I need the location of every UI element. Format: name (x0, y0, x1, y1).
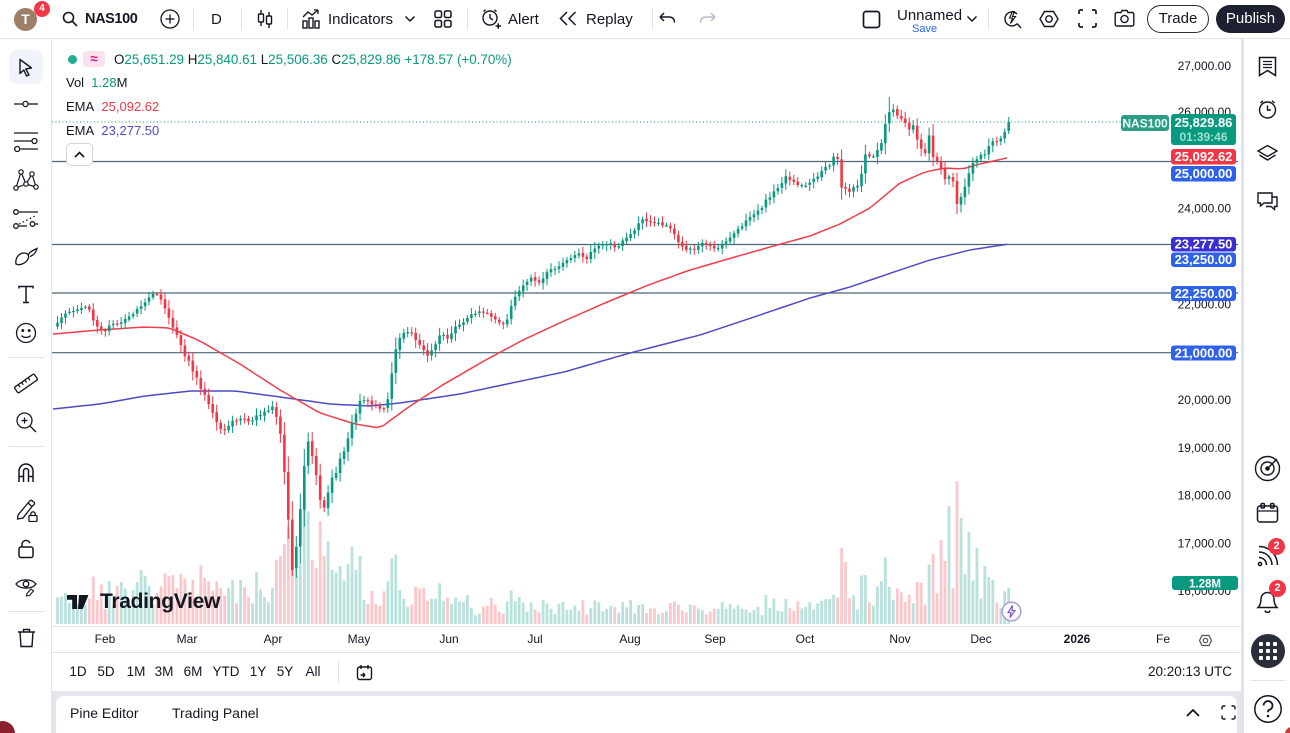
svg-text:22,000.00: 22,000.00 (1178, 298, 1232, 312)
svg-text:27,000.00: 27,000.00 (1178, 59, 1232, 73)
svg-text:18,000.00: 18,000.00 (1178, 489, 1232, 503)
svg-text:1.28M: 1.28M (1189, 578, 1221, 590)
svg-text:24,000.00: 24,000.00 (1178, 202, 1232, 216)
svg-text:21,000.00: 21,000.00 (1175, 345, 1233, 360)
svg-text:25,829.86: 25,829.86 (1175, 115, 1233, 130)
svg-text:22,250.00: 22,250.00 (1175, 286, 1233, 301)
svg-text:19,000.00: 19,000.00 (1178, 441, 1232, 455)
svg-text:23,277.50: 23,277.50 (1175, 237, 1233, 252)
svg-text:23,250.00: 23,250.00 (1175, 252, 1233, 267)
svg-text:17,000.00: 17,000.00 (1178, 536, 1232, 550)
svg-text:20,000.00: 20,000.00 (1178, 393, 1232, 407)
svg-text:NAS100: NAS100 (1122, 116, 1168, 130)
svg-text:01:39:46: 01:39:46 (1179, 130, 1227, 144)
svg-text:25,000.00: 25,000.00 (1175, 166, 1233, 181)
svg-text:25,092.62: 25,092.62 (1175, 149, 1233, 164)
